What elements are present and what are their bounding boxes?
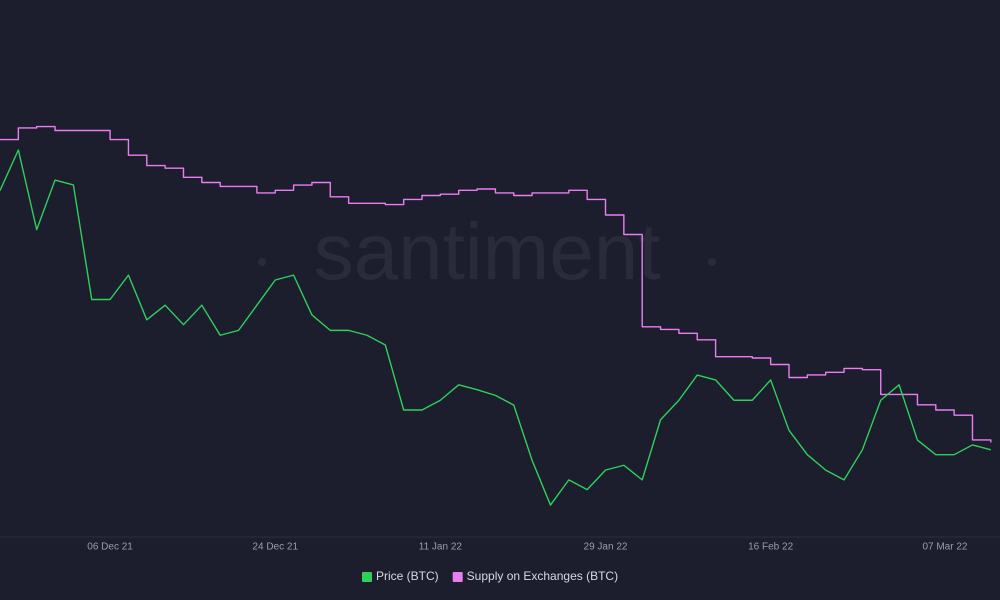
series-line	[0, 125, 992, 443]
legend-swatch	[362, 572, 372, 582]
x-tick-label: 07 Mar 22	[922, 542, 967, 553]
legend: Price (BTC) Supply on Exchanges (BTC)	[362, 569, 618, 583]
series-line	[0, 149, 992, 506]
legend-label: Supply on Exchanges (BTC)	[467, 569, 618, 583]
watermark: santiment	[314, 207, 661, 296]
x-tick-label: 11 Jan 22	[419, 542, 463, 553]
x-tick-label: 06 Dec 21	[87, 542, 133, 553]
watermark-dot	[708, 258, 716, 266]
legend-swatch	[452, 572, 463, 582]
x-tick-label: 16 Feb 22	[748, 542, 793, 553]
watermark-dot	[258, 258, 266, 266]
legend-label: Price (BTC)	[376, 569, 439, 583]
x-tick-label: 29 Jan 22	[584, 542, 628, 553]
x-tick-label: 24 Dec 21	[252, 542, 298, 553]
